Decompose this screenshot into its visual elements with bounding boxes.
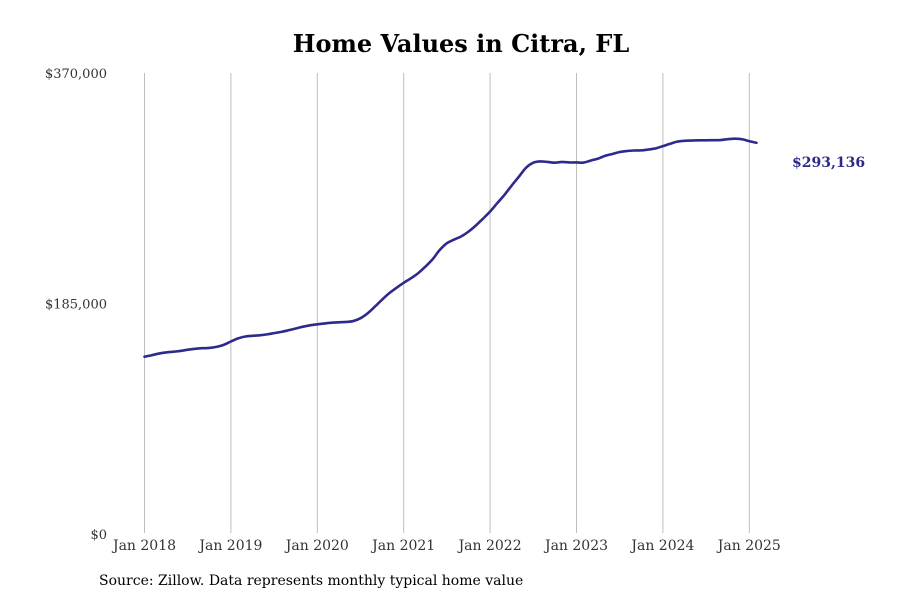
y-axis-ticks: $0 $185,000 $370,000 [45,67,107,543]
grid-lines [144,73,750,533]
y-tick-label: $370,000 [45,67,107,82]
x-tick-label: Jan 2019 [197,538,262,554]
x-tick-label: Jan 2020 [284,538,349,554]
x-tick-label: Jan 2018 [111,538,176,554]
x-tick-label: Jan 2023 [543,538,608,554]
y-tick-label: $185,000 [45,298,107,313]
x-tick-label: Jan 2022 [457,538,522,554]
end-value-label: $293,136 [792,155,865,171]
x-tick-label: Jan 2025 [716,538,781,554]
x-axis-ticks: Jan 2018 Jan 2019 Jan 2020 Jan 2021 Jan 2022… [111,538,781,554]
home-value-line [143,137,758,358]
chart-title: Home Values in Citra, FL [293,29,630,58]
x-tick-label: Jan 2021 [370,538,435,554]
x-tick-label: Jan 2024 [629,538,694,554]
source-note: Source: Zillow. Data represents monthly … [99,573,524,589]
y-tick-label: $0 [90,528,107,543]
series-layer [143,137,758,358]
